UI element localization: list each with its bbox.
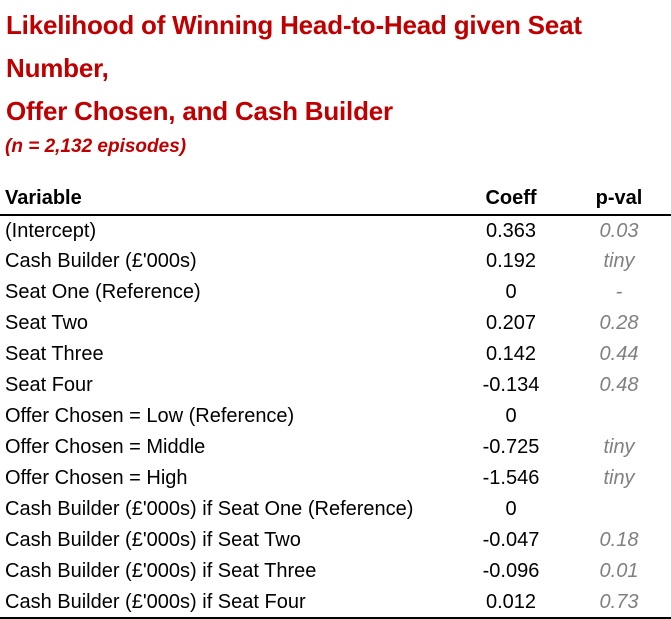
variable-cell: Offer Chosen = High (5, 467, 188, 489)
variable-cell: Seat Four (5, 374, 93, 396)
pval-cell: 0.18 (599, 529, 639, 551)
results-table: Variable Coeff p-val (Intercept) 0.363 0… (0, 183, 671, 619)
column-header-pval: p-val (567, 183, 671, 216)
pval-cell (567, 494, 671, 525)
table-row: Offer Chosen = Middle -0.725 tiny (0, 432, 671, 463)
table-row: Cash Builder (£'000s) if Seat Four 0.012… (0, 587, 671, 618)
variable-cell: (Intercept) (5, 219, 97, 242)
coeff-cell: 0 (505, 281, 517, 303)
variable-cell: Seat Two (5, 312, 89, 334)
coeff-cell: -0.096 (482, 560, 540, 582)
table-row: Seat One (Reference) 0 - (0, 277, 671, 308)
variable-cell: Cash Builder (£'000s) if Seat Four (5, 590, 306, 613)
chart-subtitle: (n = 2,132 episodes) (5, 136, 187, 157)
pval-cell (567, 401, 671, 432)
table-row: Cash Builder (£'000s) if Seat One (Refer… (0, 494, 671, 525)
page: Likelihood of Winning Head-to-Head given… (0, 4, 671, 619)
table-row: (Intercept) 0.363 0.03 (0, 215, 671, 246)
coeff-cell: -1.546 (482, 467, 540, 489)
coeff-cell: 0.012 (485, 590, 537, 613)
chart-title-line2: Offer Chosen, and Cash Builder (6, 96, 393, 126)
variable-cell: Offer Chosen = Low (Reference) (5, 405, 295, 427)
coeff-cell: 0.192 (485, 250, 537, 272)
coeff-cell: 0.363 (485, 219, 537, 242)
table-row: Cash Builder (£'000s) if Seat Two -0.047… (0, 525, 671, 556)
pval-cell: - (615, 281, 623, 303)
table-row: Seat Four -0.134 0.48 (0, 370, 671, 401)
variable-cell: Offer Chosen = Middle (5, 436, 206, 458)
coeff-cell: -0.725 (482, 436, 540, 458)
variable-cell: Seat Three (5, 343, 104, 365)
table-row: Offer Chosen = High -1.546 tiny (0, 463, 671, 494)
table-row: Cash Builder (£'000s) 0.192 tiny (0, 246, 671, 277)
pval-cell: 0.01 (599, 560, 639, 582)
table-row: Cash Builder (£'000s) if Seat Three -0.0… (0, 556, 671, 587)
pval-cell: tiny (603, 250, 635, 272)
coeff-cell: 0 (505, 498, 517, 520)
column-header-variable: Variable (0, 183, 455, 216)
variable-cell: Cash Builder (£'000s) if Seat Two (5, 529, 301, 551)
table-row: Seat Three 0.142 0.44 (0, 339, 671, 370)
variable-cell: Cash Builder (£'000s) if Seat One (Refer… (5, 498, 414, 520)
table-row: Seat Two 0.207 0.28 (0, 308, 671, 339)
pval-cell: 0.48 (599, 374, 639, 396)
pval-cell: tiny (603, 467, 635, 489)
chart-title: Likelihood of Winning Head-to-Head given… (0, 4, 671, 133)
variable-cell: Cash Builder (£'000s) (5, 250, 197, 272)
column-header-coeff: Coeff (455, 183, 567, 216)
table-header: Variable Coeff p-val (0, 183, 671, 216)
chart-title-line1: Likelihood of Winning Head-to-Head given… (6, 10, 582, 83)
pval-cell: 0.73 (599, 590, 639, 613)
pval-cell: tiny (603, 436, 635, 458)
coeff-cell: -0.134 (482, 374, 540, 396)
pval-cell: 0.03 (599, 219, 639, 242)
table-body: (Intercept) 0.363 0.03 Cash Builder (£'0… (0, 215, 671, 618)
table-header-row: Variable Coeff p-val (0, 183, 671, 216)
coeff-cell: 0 (505, 405, 517, 427)
variable-cell: Cash Builder (£'000s) if Seat Three (5, 560, 317, 582)
table-row: Offer Chosen = Low (Reference) 0 (0, 401, 671, 432)
coeff-cell: 0.142 (485, 343, 537, 365)
coeff-cell: -0.047 (482, 529, 540, 551)
coeff-cell: 0.207 (485, 312, 537, 334)
variable-cell: Seat One (Reference) (5, 281, 201, 303)
pval-cell: 0.28 (599, 312, 639, 334)
pval-cell: 0.44 (599, 343, 639, 365)
